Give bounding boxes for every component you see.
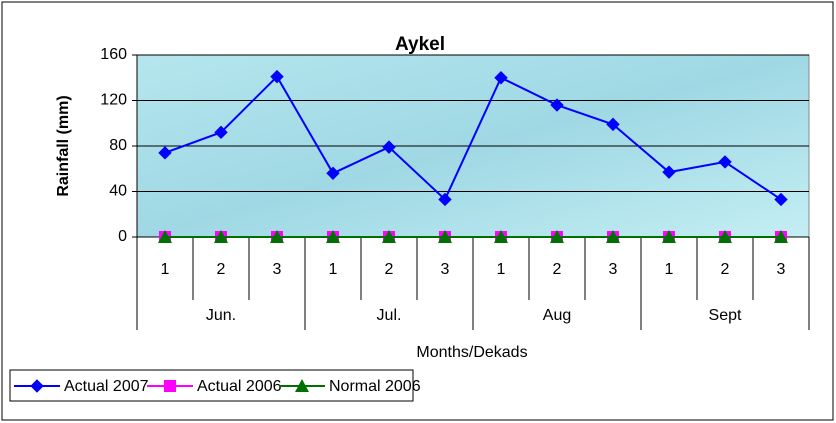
y-axis-title: Rainfall (mm) <box>55 95 72 196</box>
x-tick-label: 2 <box>721 261 730 278</box>
x-tick-label: 3 <box>777 261 786 278</box>
x-tick-label: 1 <box>665 261 674 278</box>
x-tick-label: 1 <box>161 261 170 278</box>
legend-label: Normal 2006 <box>329 378 421 395</box>
x-tick-label: 3 <box>273 261 282 278</box>
x-axis-title: Months/Dekads <box>416 344 527 361</box>
x-group-label: Jun. <box>206 307 236 324</box>
y-tick-label: 120 <box>100 92 127 109</box>
y-tick-label: 160 <box>100 46 127 63</box>
x-tick-label: 2 <box>553 261 562 278</box>
y-tick-label: 0 <box>118 228 127 245</box>
x-tick-label: 3 <box>441 261 450 278</box>
x-tick-label: 2 <box>217 261 226 278</box>
x-tick-label: 1 <box>329 261 338 278</box>
x-group-label: Aug <box>543 307 571 324</box>
x-group-label: Sept <box>709 307 742 324</box>
x-tick-label: 2 <box>385 261 394 278</box>
y-tick-label: 80 <box>109 137 127 154</box>
x-tick-label: 3 <box>609 261 618 278</box>
chart: Aykel Rainfall (mm) Months/Dekads 0 40 80 1… <box>0 0 836 423</box>
x-tick-label: 1 <box>497 261 506 278</box>
y-tick-label: 40 <box>109 183 127 200</box>
legend-label: Actual 2007 <box>64 378 149 395</box>
x-group-label: Jul. <box>377 307 402 324</box>
legend-label: Actual 2006 <box>197 378 282 395</box>
legend-marker <box>164 380 176 392</box>
chart-title: Aykel <box>395 34 445 55</box>
